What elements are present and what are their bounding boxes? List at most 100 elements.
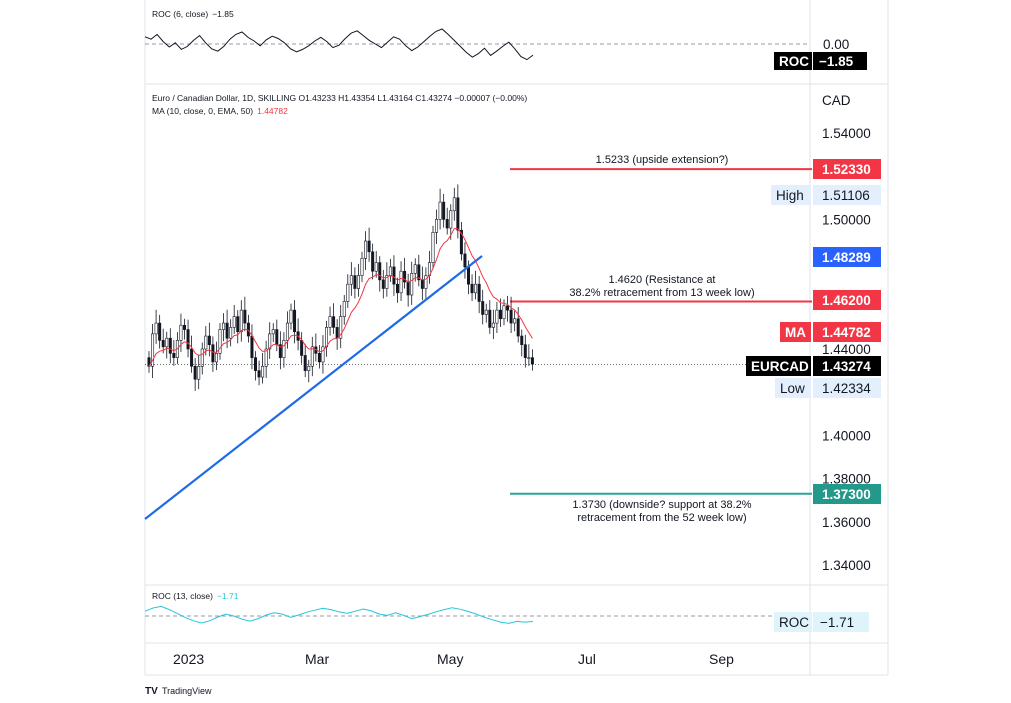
candle-body bbox=[193, 365, 197, 380]
last-value: 1.43274 bbox=[822, 359, 871, 374]
candle-body bbox=[364, 240, 368, 259]
candle-body bbox=[498, 309, 502, 320]
candle-body bbox=[491, 322, 495, 328]
price-axis-tick: 1.54000 bbox=[822, 126, 871, 141]
level-upside-label: 1.5233 (upside extension?) bbox=[596, 154, 729, 166]
candle-body bbox=[278, 344, 282, 358]
date-label-sep: Sep bbox=[709, 651, 734, 667]
last-value-box bbox=[813, 356, 881, 376]
candle-body bbox=[513, 318, 517, 324]
candle-body bbox=[335, 327, 339, 339]
candle-body bbox=[154, 322, 158, 335]
candle-body bbox=[232, 316, 236, 328]
candle-body bbox=[413, 264, 417, 274]
candle-body bbox=[488, 309, 492, 328]
candle-body bbox=[310, 346, 314, 367]
candle-body bbox=[438, 201, 442, 220]
roc-bottom-panel bbox=[144, 605, 810, 624]
roc-bottom-legend: ROC (13, close) −1.71 bbox=[152, 591, 239, 601]
candle-body bbox=[186, 329, 190, 350]
support-tag-box bbox=[813, 484, 881, 504]
candle-body bbox=[229, 327, 233, 339]
candle-body bbox=[324, 327, 328, 348]
high-value: 1.51106 bbox=[822, 188, 870, 203]
candle-body bbox=[222, 322, 226, 330]
last-label: EURCAD bbox=[751, 359, 809, 374]
candle-body bbox=[268, 333, 272, 350]
ma-value: 1.44782 bbox=[822, 325, 871, 340]
candle-body bbox=[190, 348, 194, 367]
price-axis-tick: 1.36000 bbox=[822, 515, 871, 530]
candle-body bbox=[367, 240, 371, 253]
candle-body bbox=[303, 355, 307, 371]
upside-tag: 1.52330 bbox=[822, 162, 871, 177]
roc-bottom-line bbox=[144, 605, 534, 624]
support-tag: 1.37300 bbox=[822, 487, 871, 502]
tradingview-logo-icon: TV bbox=[145, 686, 158, 697]
candle-body bbox=[371, 251, 375, 272]
candle-body bbox=[349, 275, 353, 285]
candle-body bbox=[342, 301, 346, 317]
candle-body bbox=[250, 335, 254, 358]
candle-body bbox=[495, 309, 499, 324]
candle-body bbox=[200, 348, 204, 367]
candle-body bbox=[321, 346, 325, 363]
roc-bottom-tag-label: ROC bbox=[779, 615, 809, 630]
roc-top-panel bbox=[144, 28, 810, 61]
candle-body bbox=[435, 219, 439, 233]
tradingview-logo: TV TradingView bbox=[145, 686, 212, 697]
candle-body bbox=[289, 309, 293, 324]
candle-body bbox=[463, 253, 467, 268]
level-support-label-1: 1.3730 (downside? support at 38.2% bbox=[572, 499, 751, 511]
candle-body bbox=[307, 365, 311, 371]
candle-body bbox=[456, 197, 460, 231]
candle-body bbox=[261, 365, 265, 378]
candle-body bbox=[477, 283, 481, 302]
candle-body bbox=[381, 279, 385, 289]
ma-line bbox=[148, 227, 533, 367]
low-label: Low bbox=[780, 381, 805, 396]
brand-text: TradingView bbox=[162, 686, 212, 696]
candle-body bbox=[392, 266, 396, 285]
candle-body bbox=[275, 329, 279, 345]
high-value-box bbox=[813, 185, 881, 205]
candle-body bbox=[431, 232, 435, 263]
candle-body bbox=[481, 301, 485, 315]
candle-body bbox=[151, 333, 155, 367]
price-axis-tick: 1.38000 bbox=[822, 472, 871, 487]
price-panel: 1.54000 1.50000 1.44000 1.40000 1.38000 1.360… bbox=[144, 126, 871, 573]
roc-bottom-tag-value: −1.71 bbox=[820, 615, 854, 630]
candle-body bbox=[204, 335, 208, 350]
candle-body bbox=[474, 283, 478, 294]
candle-body bbox=[360, 257, 364, 276]
date-label-mar: Mar bbox=[305, 651, 329, 667]
roc-top-tag-label: ROC bbox=[779, 54, 809, 69]
candle-body bbox=[243, 309, 247, 324]
date-label-jul: Jul bbox=[578, 651, 596, 667]
candle-body bbox=[502, 305, 506, 320]
candle-body bbox=[523, 344, 527, 358]
candle-body bbox=[403, 270, 407, 283]
candle-body bbox=[165, 337, 169, 348]
high-label-box bbox=[771, 185, 811, 205]
candle-body bbox=[406, 281, 410, 296]
roc-top-legend: ROC (6, close) −1.85 bbox=[152, 9, 234, 19]
price-legend-title: Euro / Canadian Dollar, 1D, SKILLING O1.… bbox=[152, 93, 527, 103]
candle-body bbox=[442, 201, 446, 220]
blue-tag: 1.48289 bbox=[822, 250, 871, 265]
upside-tag-box bbox=[813, 159, 881, 179]
roc-top-line bbox=[144, 28, 534, 61]
candle-body bbox=[353, 275, 357, 289]
candle-body bbox=[520, 335, 524, 345]
roc-top-zero-label: 0.00 bbox=[823, 37, 849, 52]
candle-body bbox=[161, 340, 165, 348]
candle-body bbox=[293, 309, 297, 333]
candle-body bbox=[466, 266, 470, 285]
candle-body bbox=[459, 229, 463, 255]
candle-body bbox=[285, 322, 289, 341]
candle-body bbox=[257, 370, 261, 378]
candle-body bbox=[410, 273, 414, 296]
candle-body bbox=[374, 262, 378, 272]
candle-body bbox=[282, 340, 286, 358]
candle-body bbox=[399, 270, 403, 294]
